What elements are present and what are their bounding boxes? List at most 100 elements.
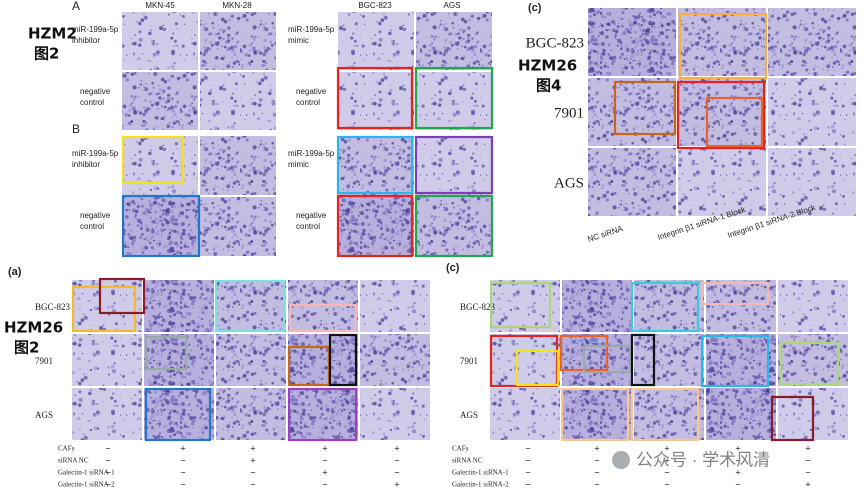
row-label: miR-199a-5p (288, 25, 335, 34)
row-label: 7901 (460, 356, 478, 366)
highlight-box (121, 194, 201, 258)
highlight-box (678, 12, 768, 80)
annotation: HZM26 (518, 57, 577, 75)
row-label: miR-199a-5p (288, 149, 335, 158)
micrograph (416, 72, 492, 130)
micrograph (338, 12, 414, 70)
highlight-box (770, 395, 815, 442)
sign: + (664, 443, 669, 453)
highlight-box (630, 333, 656, 387)
panel-label: (c) (528, 2, 542, 14)
annotation: HZM26 (4, 319, 63, 337)
sign: + (735, 443, 740, 453)
micrograph (562, 334, 632, 386)
row-label: inhibitor (72, 160, 100, 169)
row-label: BGC-823 (460, 302, 496, 312)
treatment-label: Galectin-1 siRNA-2 (452, 481, 509, 489)
sign: + (250, 443, 255, 453)
micrograph (72, 280, 142, 332)
micrograph (122, 72, 198, 130)
row-label: BGC-823 (526, 35, 584, 51)
micrograph (634, 388, 704, 440)
panel-label: (a) (8, 266, 22, 278)
micrograph (588, 148, 676, 216)
sign: − (394, 455, 399, 465)
highlight-box (582, 344, 632, 374)
annotation: 图4 (536, 77, 561, 95)
highlight-box (414, 135, 494, 195)
micrograph (288, 388, 358, 440)
sign: − (594, 479, 599, 489)
sign: + (394, 479, 399, 489)
highlight-box (287, 387, 358, 442)
column-label: AGS (444, 1, 461, 10)
sign: − (250, 467, 255, 477)
highlight-box (560, 387, 630, 442)
micrograph (338, 197, 414, 256)
sign: + (664, 455, 669, 465)
highlight-box (489, 281, 552, 329)
row-label: negative (296, 87, 327, 96)
micrograph (122, 197, 198, 256)
row-label: negative (80, 87, 111, 96)
annotation: 图2 (14, 339, 39, 357)
micrograph (288, 334, 358, 386)
micrograph (360, 388, 430, 440)
micrograph (144, 280, 214, 332)
sign: − (525, 467, 530, 477)
micrograph (562, 280, 632, 332)
micrograph (360, 280, 430, 332)
row-label: AGS (460, 410, 478, 420)
sign: + (735, 467, 740, 477)
sign: − (322, 455, 327, 465)
highlight-box (630, 281, 700, 333)
sign: + (322, 443, 327, 453)
sign: − (664, 467, 669, 477)
micrograph (72, 334, 142, 386)
highlight-box (214, 279, 286, 333)
micrograph (634, 280, 704, 332)
micrograph (416, 136, 492, 195)
sign: − (525, 455, 530, 465)
sign: − (805, 455, 810, 465)
micrograph (706, 280, 776, 332)
micrograph (416, 197, 492, 256)
micrograph (706, 334, 776, 386)
micrograph (706, 388, 776, 440)
column-label: BGC-823 (358, 1, 392, 10)
sign: − (594, 467, 599, 477)
micrograph (144, 388, 214, 440)
column-label: MKN-45 (145, 1, 175, 10)
row-label: mimic (288, 160, 309, 169)
micrograph (778, 280, 848, 332)
row-label: mimic (288, 36, 309, 45)
highlight-box (144, 387, 212, 442)
micrograph (200, 136, 276, 195)
highlight-box (328, 333, 358, 387)
micrograph (490, 280, 560, 332)
sign: − (105, 455, 110, 465)
sign: + (394, 443, 399, 453)
sign: − (105, 479, 110, 489)
highlight-box (700, 281, 770, 306)
sign: − (180, 479, 185, 489)
highlight-box (336, 66, 414, 130)
micrograph (200, 12, 276, 70)
highlight-box (613, 80, 677, 136)
treatment-label: CAFs (58, 445, 75, 453)
sign: + (322, 467, 327, 477)
annotation: HZM2 (28, 25, 77, 43)
micrograph (490, 388, 560, 440)
panel-label: A (72, 0, 80, 13)
row-label: control (80, 98, 104, 107)
panel-label: B (72, 122, 80, 136)
micrograph (678, 148, 766, 216)
sign: − (664, 479, 669, 489)
panel-label: (c) (446, 262, 460, 274)
row-label: control (80, 222, 104, 231)
row-label: BGC-823 (35, 302, 71, 312)
row-label: AGS (35, 410, 53, 420)
highlight-box (676, 80, 766, 150)
micrograph (216, 388, 286, 440)
